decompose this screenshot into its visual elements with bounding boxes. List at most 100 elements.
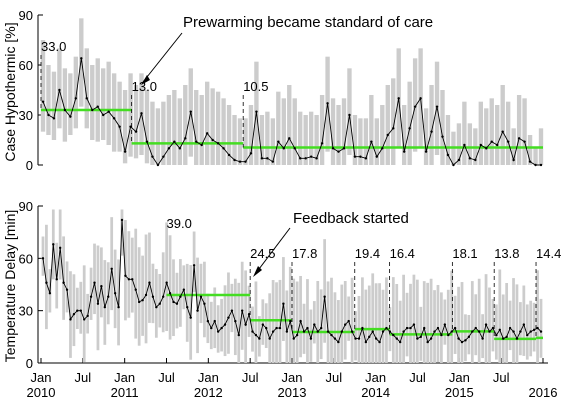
top-data-point (85, 97, 88, 100)
bot-range-bar (175, 272, 179, 329)
bot-data-point (491, 326, 495, 330)
bot-data-point (148, 281, 151, 284)
bot-data-point (512, 330, 515, 333)
bot-data-point (199, 295, 203, 298)
top-range-bar (456, 123, 462, 165)
bot-range-bar (422, 281, 426, 363)
bot-range-bar (443, 299, 447, 345)
top-data-point (479, 143, 483, 147)
bot-data-point (192, 264, 196, 267)
x-tick-label: Jan (449, 370, 470, 385)
bot-data-point (316, 330, 319, 333)
top-range-bar (73, 56, 79, 129)
bot-range-bar (453, 295, 457, 354)
top-data-point (315, 157, 318, 160)
top-data-point (452, 163, 455, 167)
top-range-bar (46, 65, 51, 135)
top-annotation-arrow (142, 32, 183, 83)
bot-range-bar (75, 287, 79, 330)
bot-data-point (220, 326, 223, 330)
top-data-point (129, 125, 132, 128)
top-data-point (463, 143, 466, 147)
top-range-bar (68, 73, 73, 135)
top-segment-label: 33.0 (41, 39, 66, 54)
top-range-bar (341, 98, 347, 165)
x-tick-year-label: 2010 (27, 385, 56, 400)
bot-data-point (48, 292, 52, 295)
bot-data-point (247, 312, 251, 316)
bot-data-point (285, 330, 289, 333)
bot-data-point (364, 340, 368, 344)
bot-data-point (405, 326, 409, 330)
top-range-bar (314, 115, 319, 165)
top-data-point (101, 113, 105, 117)
bot-data-point (477, 330, 481, 333)
bot-range-bar (192, 231, 196, 293)
bot-range-bar (282, 257, 285, 341)
top-data-point (238, 160, 242, 163)
bottom-segment-labels: 39.0 24.5 17.8 19.4 16.4 18.1 13.8 14.4 (167, 216, 561, 339)
bot-data-point (72, 312, 76, 316)
bot-data-point (168, 292, 172, 295)
top-data-point (485, 147, 488, 150)
bot-range-bar (168, 235, 172, 340)
bot-data-point (340, 330, 343, 333)
bot-range-bar (371, 273, 375, 363)
top-range-bar (298, 111, 303, 165)
top-data-point (52, 117, 56, 120)
top-range-bar (358, 118, 363, 165)
bot-data-point (443, 323, 447, 326)
bot-data-point (103, 305, 107, 309)
bot-range-bar (233, 278, 237, 356)
bot-range-bar (89, 267, 93, 320)
top-range-bar (363, 118, 369, 165)
bot-range-bar (402, 274, 405, 363)
bot-range-bar (69, 271, 72, 358)
bot-range-bar (285, 290, 289, 363)
bot-range-bar (268, 293, 272, 363)
top-range-bar (505, 101, 511, 165)
bot-range-bar (182, 265, 186, 310)
bot-data-point (76, 309, 79, 312)
x-tick-label: Jan (365, 370, 386, 385)
bot-data-point (457, 337, 460, 340)
bot-data-point (268, 337, 271, 340)
top-data-point (446, 153, 450, 157)
bot-data-point (471, 330, 474, 333)
bot-data-point (203, 302, 206, 305)
top-range-bar (522, 98, 527, 165)
bot-data-point (69, 318, 72, 321)
x-tick-label: Jul (493, 370, 510, 385)
top-range-bar (462, 101, 467, 165)
top-range-bar (117, 81, 122, 152)
bot-data-point (227, 316, 230, 319)
bot-data-point (172, 300, 175, 304)
top-data-point (178, 147, 182, 150)
top-y-axis-label: Case Hypothermic [%] (2, 22, 18, 161)
bot-range-bar (213, 287, 217, 349)
bot-range-bar (113, 249, 117, 329)
bot-range-bar (312, 301, 316, 344)
x-tick-year-label: 2012 (194, 385, 223, 400)
bot-data-point (216, 330, 220, 333)
bot-range-bar (96, 245, 100, 351)
top-data-point (293, 147, 296, 150)
bot-range-bar (525, 304, 529, 360)
bot-range-bar (388, 307, 392, 352)
bot-data-point (371, 330, 374, 333)
bot-range-bar (299, 275, 302, 358)
bottom-annotation-arrowhead (253, 266, 262, 277)
bot-range-bar (522, 285, 526, 356)
top-series-line (41, 57, 543, 167)
top-data-point (63, 108, 67, 112)
bot-range-bar (237, 282, 241, 363)
top-segment-label: 13.0 (132, 79, 157, 94)
bot-range-bar (161, 252, 165, 333)
bot-segment-label: 19.4 (355, 246, 380, 261)
top-range-bar (106, 61, 111, 145)
bot-data-point (265, 326, 268, 330)
bot-range-bar (72, 274, 76, 347)
top-annotation-arrowhead (141, 75, 150, 85)
bot-range-bar (206, 293, 210, 344)
